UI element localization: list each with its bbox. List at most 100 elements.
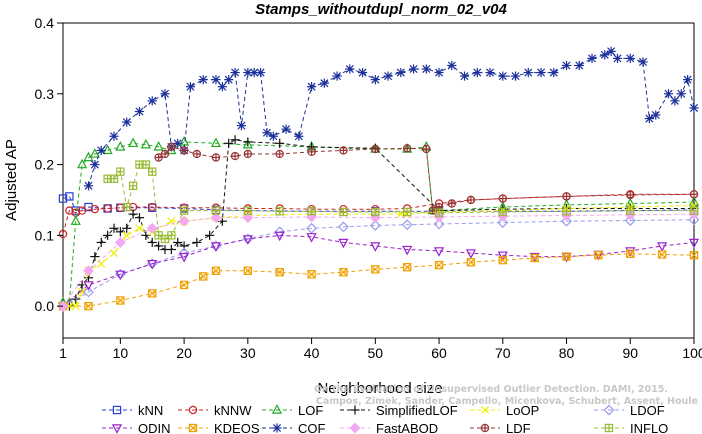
- point-INFLO-3: [122, 202, 131, 212]
- point-ODIN-19: [657, 242, 668, 252]
- legend-item-COF: COF: [262, 421, 326, 434]
- point-SimplifiedLOF-15: [154, 241, 164, 251]
- point-kNN-1: [65, 192, 74, 201]
- point-COF-37: [459, 71, 470, 81]
- series-line-FastABOD: [62, 213, 695, 307]
- point-LOF-10: [153, 140, 164, 151]
- point-ODIN-14: [497, 251, 508, 262]
- legend-marker: [480, 405, 490, 415]
- point-KDEOS-7: [243, 266, 253, 275]
- x-tick-label: 10: [113, 345, 129, 361]
- point-KDEOS-15: [498, 255, 507, 265]
- point-COF-58: [683, 75, 693, 85]
- point-COF-34: [421, 64, 431, 74]
- point-SimplifiedLOF-6: [96, 237, 106, 248]
- point-LoOP-8: [135, 224, 144, 233]
- legend-item-LDF: LDF: [470, 421, 531, 434]
- point-ODIN-8: [306, 233, 317, 243]
- point-INFLO-7: [148, 167, 157, 176]
- x-tick-label: 30: [240, 345, 256, 361]
- point-SimplifiedLOF-12: [134, 213, 145, 223]
- point-INFLO-18: [402, 207, 412, 217]
- point-FastABOD-5: [210, 212, 222, 224]
- point-LOF-7: [115, 140, 126, 151]
- point-LDF-20: [626, 190, 635, 200]
- point-INFLO-13: [243, 206, 253, 215]
- point-COF-0: [83, 181, 94, 191]
- point-COF-3: [109, 131, 119, 141]
- legend-marker: [111, 424, 123, 434]
- legend-marker: [350, 405, 360, 415]
- point-KDEOS-3: [148, 289, 157, 298]
- series-line-INFLO: [107, 164, 694, 240]
- point-LOF-14: [242, 138, 253, 149]
- point-LOF-8: [128, 137, 139, 148]
- series-layer: [57, 46, 700, 313]
- legend-marker: [603, 404, 615, 416]
- point-SimplifiedLOF-5: [90, 251, 100, 262]
- point-LDF-2: [167, 142, 176, 152]
- point-COF-48: [600, 50, 610, 60]
- point-LDF-18: [498, 194, 507, 203]
- point-LDF-7: [243, 149, 253, 159]
- chart-title: Stamps_withoutdupl_norm_02_v04: [255, 1, 507, 18]
- point-COF-51: [625, 53, 635, 63]
- point-SimplifiedLOF-3: [77, 280, 87, 290]
- point-LDF-6: [230, 151, 240, 161]
- point-LoOP-7: [122, 231, 131, 240]
- legend-marker: [188, 405, 198, 415]
- point-LDF-11: [371, 144, 380, 154]
- point-kNNW-5: [103, 204, 112, 213]
- legend-item-kNNW: kNNW: [178, 403, 252, 418]
- point-INFLO-14: [275, 207, 284, 216]
- point-ODIN-15: [529, 252, 540, 263]
- point-COF-31: [383, 71, 393, 81]
- x-tick-label: 80: [559, 345, 575, 361]
- point-FastABOD-4: [178, 215, 190, 227]
- point-COF-30: [370, 75, 380, 85]
- point-FastABOD-2: [114, 236, 126, 248]
- legend-item-LDOF: LDOF: [594, 403, 665, 418]
- point-LOF-5: [89, 148, 100, 158]
- x-tick-label: 70: [495, 345, 511, 361]
- point-LOF-6: [102, 144, 113, 155]
- point-LDOF-14: [561, 215, 572, 227]
- point-SimplifiedLOF-20: [192, 237, 202, 248]
- point-COF-22: [268, 131, 278, 141]
- point-LDF-0: [154, 153, 163, 162]
- point-LOF-13: [210, 137, 222, 148]
- legend-item-LOF: LOF: [262, 403, 323, 418]
- x-tick-label: 40: [304, 345, 320, 361]
- point-kNNW-4: [90, 204, 100, 214]
- point-LDF-4: [192, 149, 202, 159]
- point-COF-57: [676, 89, 686, 99]
- y-axis-label: Adjusted AP: [3, 139, 20, 221]
- legend-label: LOF: [298, 403, 323, 418]
- point-LDF-17: [466, 195, 476, 205]
- point-COF-24: [294, 131, 304, 141]
- legend-item-FastABOD: FastABOD: [340, 421, 438, 434]
- point-INFLO-2: [116, 167, 125, 176]
- point-LoOP-22: [689, 201, 699, 210]
- point-kNNW-3: [77, 206, 87, 215]
- point-LDF-9: [307, 147, 316, 157]
- series-line-COF: [88, 50, 695, 186]
- point-LDOF-10: [369, 220, 381, 231]
- point-COF-33: [408, 64, 419, 74]
- point-SimplifiedLOF-25: [243, 137, 253, 147]
- point-COF-5: [134, 106, 145, 117]
- point-COF-50: [612, 53, 623, 63]
- y-axis: 0.0 0.1 0.2 0.3 0.4: [35, 15, 63, 314]
- point-INFLO-4: [128, 181, 138, 191]
- point-LDF-1: [160, 149, 170, 159]
- point-COF-6: [147, 96, 157, 106]
- y-tick-label: 0.2: [35, 157, 55, 173]
- point-COF-36: [447, 60, 457, 71]
- legend-label: KDEOS: [214, 421, 260, 434]
- series-line-ODIN: [62, 234, 695, 307]
- x-tick-label: 50: [368, 345, 384, 361]
- point-SimplifiedLOF-14: [147, 237, 157, 248]
- point-KDEOS-21: [689, 250, 699, 260]
- point-COF-55: [663, 89, 674, 99]
- series-KDEOS: [58, 249, 699, 311]
